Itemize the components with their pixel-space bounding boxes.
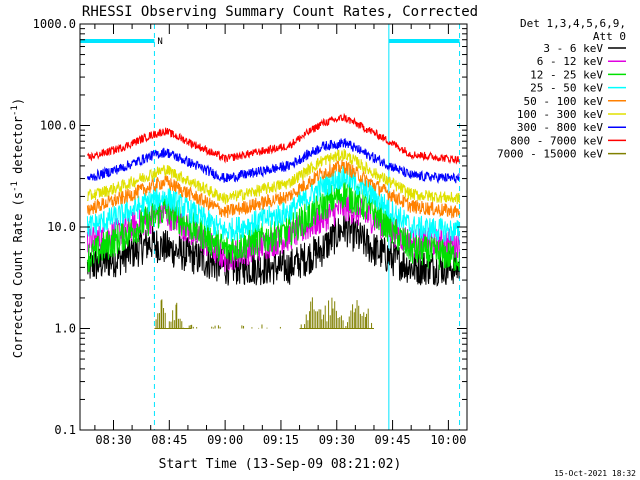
x-tick-label: 09:00 (207, 433, 243, 447)
legend-entry-label: 300 - 800 keV (517, 121, 603, 134)
series-line-7 (86, 112, 460, 165)
x-tick-label: 09:45 (375, 433, 411, 447)
y-tick-label: 10.0 (47, 220, 76, 234)
series-line-6 (86, 138, 460, 185)
legend-entry-label: 100 - 300 keV (517, 108, 603, 121)
legend-header: Det 1,3,4,5,6,9,Att 0 (520, 17, 626, 43)
footer-date: 15-Oct-2021 18:32 (554, 469, 636, 478)
x-tick-label: 09:30 (319, 433, 355, 447)
y-axis-label-main: Corrected Count Rate (s (11, 192, 25, 358)
y-tick-label: 1.0 (54, 322, 76, 336)
saa-bar-label: N (157, 37, 162, 47)
y-tick-label: 1000.0 (33, 17, 76, 31)
legend-entry-label: 12 - 25 keV (530, 68, 603, 81)
y-axis-label: Corrected Count Rate (s-1 detector-1) (10, 98, 25, 358)
y-tick-label: 0.1 (54, 423, 76, 437)
y-axis-label-mid: detector (11, 116, 25, 181)
x-tick-label: 08:30 (95, 433, 131, 447)
legend-entry-label: 800 - 7000 keV (510, 134, 603, 147)
axes: 0.1 1.0 10.0 100.0 1000.0 08:30 08:45 09:00 09:1… (33, 17, 468, 447)
series-line-0 (86, 211, 460, 287)
y-axis-label-sup2: -1 (10, 105, 20, 116)
plot-area: N (79, 24, 461, 430)
x-tick-label: 10:00 (430, 433, 466, 447)
series-line-3 (86, 164, 460, 243)
legend-entry-label: 7000 - 15000 keV (497, 148, 603, 161)
legend-entry-label: 25 - 50 keV (530, 82, 603, 95)
legend-header-line: Att 0 (593, 30, 626, 43)
series-line-4 (86, 159, 460, 219)
x-axis-label: Start Time (13-Sep-09 08:21:02) (159, 457, 402, 472)
y-axis-label-end: ) (11, 98, 25, 105)
legend-entry-label: 50 - 100 keV (524, 95, 604, 108)
x-tick-label: 09:15 (263, 433, 299, 447)
x-tick-label: 08:45 (151, 433, 187, 447)
y-axis-label-sup1: -1 (10, 181, 20, 192)
y-tick-label: 100.0 (40, 119, 76, 133)
series-line-5 (86, 148, 460, 205)
legend-entry-label: 3 - 6 keV (543, 42, 603, 55)
legend-header-line: Det 1,3,4,5,6,9, (520, 17, 626, 30)
legend-entry-label: 6 - 12 keV (537, 55, 604, 68)
chart-title: RHESSI Observing Summary Count Rates, Co… (82, 4, 478, 20)
